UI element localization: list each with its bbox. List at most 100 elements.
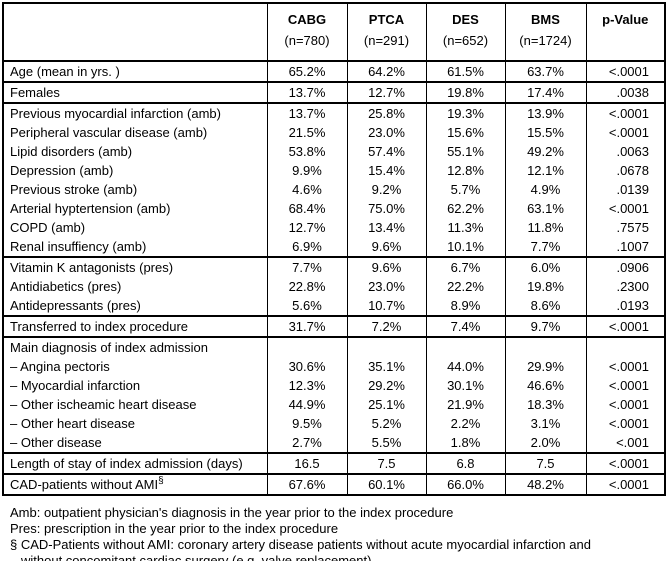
value-cell — [504, 337, 586, 357]
value-cell: 44.0% — [425, 357, 505, 376]
value-cell: 5.5% — [346, 433, 426, 454]
value-cell: 44.9% — [266, 395, 347, 414]
row-label: Lipid disorders (amb) — [10, 144, 133, 159]
pvalue-cell: <.001 — [585, 433, 665, 454]
pvalue-cell: .0678 — [585, 161, 665, 180]
value-cell: 9.5% — [266, 414, 347, 433]
pvalue-cell: <.0001 — [585, 395, 665, 414]
value-cell: 29.9% — [504, 357, 586, 376]
value-cell: 31.7% — [266, 316, 347, 338]
value-cell: 46.6% — [504, 376, 586, 395]
table-row: CAD-patients without AMI§ 67.6% 60.1% 66.0%… — [3, 474, 665, 495]
value-cell: 13.7% — [266, 82, 347, 104]
value-cell: 21.9% — [425, 395, 505, 414]
value-cell: 48.2% — [504, 474, 586, 495]
header-ptca: PTCA (n=291) — [346, 3, 426, 62]
value-cell: 11.8% — [504, 218, 586, 237]
pvalue-cell: <.0001 — [585, 357, 665, 376]
value-cell: 16.5 — [266, 453, 347, 475]
table-row: – Other disease 2.7% 5.5% 1.8% 2.0% <.001 — [3, 433, 665, 454]
table-header-row: CABG (n=780) PTCA (n=291) DES (n=652) BM… — [3, 3, 665, 62]
header-empty-cell — [3, 3, 267, 62]
row-label: Main diagnosis of index admission — [10, 340, 208, 355]
footnote-line: Amb: outpatient physician's diagnosis in… — [10, 505, 454, 520]
table-row: Vitamin K antagonists (pres) 7.7% 9.6% 6.7%… — [3, 257, 665, 277]
column-label: BMS — [531, 12, 560, 27]
value-cell: 63.1% — [504, 199, 586, 218]
value-cell: 5.6% — [266, 296, 347, 317]
value-cell: 8.6% — [504, 296, 586, 317]
table-row: Transferred to index procedure 31.7% 7.2% 7… — [3, 316, 665, 338]
row-label: Vitamin K antagonists (pres) — [10, 260, 174, 275]
pvalue-cell: <.0001 — [585, 376, 665, 395]
baseline-characteristics-table: CABG (n=780) PTCA (n=291) DES (n=652) BM… — [2, 2, 666, 496]
pvalue-cell: .0193 — [585, 296, 665, 317]
value-cell: 65.2% — [266, 61, 347, 83]
header-cabg: CABG (n=780) — [266, 3, 347, 62]
column-label: CABG — [287, 12, 327, 27]
row-label: Previous myocardial infarction (amb) — [10, 106, 221, 121]
value-cell: 35.1% — [346, 357, 426, 376]
row-label: – Other heart disease — [10, 416, 136, 431]
table-row: – Other heart disease 9.5% 5.2% 2.2% 3.1% <.0… — [3, 414, 665, 433]
value-cell: 64.2% — [346, 61, 426, 83]
table-row: Lipid disorders (amb) 53.8% 57.4% 55.1% 49.2… — [3, 142, 665, 161]
value-cell: 12.8% — [425, 161, 505, 180]
value-cell: 57.4% — [346, 142, 426, 161]
value-cell: 29.2% — [346, 376, 426, 395]
value-cell: 13.9% — [504, 103, 586, 123]
pvalue-cell: <.0001 — [585, 199, 665, 218]
value-cell: 9.7% — [504, 316, 586, 338]
pvalue-cell: <.0001 — [585, 61, 665, 83]
value-cell: 75.0% — [346, 199, 426, 218]
value-cell: 18.3% — [504, 395, 586, 414]
value-cell: 12.7% — [266, 218, 347, 237]
value-cell: 49.2% — [504, 142, 586, 161]
value-cell — [266, 337, 347, 357]
value-cell: 5.7% — [425, 180, 505, 199]
header-pvalue: p-Value — [585, 3, 665, 62]
value-cell: 2.0% — [504, 433, 586, 454]
pvalue-cell: .0906 — [585, 257, 665, 277]
pvalue-cell: <.0001 — [585, 316, 665, 338]
value-cell: 3.1% — [504, 414, 586, 433]
value-cell: 19.8% — [425, 82, 505, 104]
value-cell: 30.6% — [266, 357, 347, 376]
pvalue-cell: <.0001 — [585, 474, 665, 495]
footnote-line: Pres: prescription in the year prior to … — [10, 521, 339, 536]
value-cell: 2.7% — [266, 433, 347, 454]
row-label: Females — [3, 82, 267, 104]
table-row: Antidiabetics (pres) 22.8% 23.0% 22.2% 19.8%… — [3, 277, 665, 296]
row-label: Antidepressants (pres) — [3, 296, 267, 317]
pvalue-cell: <.0001 — [585, 453, 665, 475]
value-cell: 15.6% — [425, 123, 505, 142]
value-cell: 23.0% — [346, 123, 426, 142]
table-row: Renal insuffiency (amb) 6.9% 9.6% 10.1% 7.7%… — [3, 237, 665, 258]
value-cell: 7.4% — [425, 316, 505, 338]
footnote-marker: § — [158, 475, 164, 487]
value-cell: 8.9% — [425, 296, 505, 317]
column-label: PTCA — [368, 12, 405, 27]
pvalue-cell: <.0001 — [585, 103, 665, 123]
footnotes: Amb: outpatient physician's diagnosis in… — [2, 505, 671, 561]
value-cell: 60.1% — [346, 474, 426, 495]
row-label: – Myocardial infarction — [10, 378, 141, 393]
value-cell: 6.0% — [504, 257, 586, 277]
column-n: (n=652) — [442, 33, 489, 48]
table-row: – Other ischeamic heart disease 44.9% 25.1… — [3, 395, 665, 414]
value-cell: 7.7% — [266, 257, 347, 277]
value-cell: 7.5 — [504, 453, 586, 475]
row-label: Depression (amb) — [10, 163, 114, 178]
value-cell: 12.1% — [504, 161, 586, 180]
value-cell: 9.6% — [346, 237, 426, 258]
table-row: Length of stay of index admission (days)… — [3, 453, 665, 475]
table-row: Main diagnosis of index admission — [3, 337, 665, 357]
row-label: Peripheral vascular disease (amb) — [10, 125, 208, 140]
row-label: Arterial hyptertension (amb) — [10, 201, 171, 216]
row-label: Length of stay of index admission (days) — [3, 453, 267, 475]
value-cell: 6.9% — [266, 237, 347, 258]
value-cell — [425, 337, 505, 357]
row-label: – Other disease — [3, 433, 267, 454]
value-cell: 25.8% — [346, 103, 426, 123]
column-n: (n=1724) — [519, 33, 572, 48]
